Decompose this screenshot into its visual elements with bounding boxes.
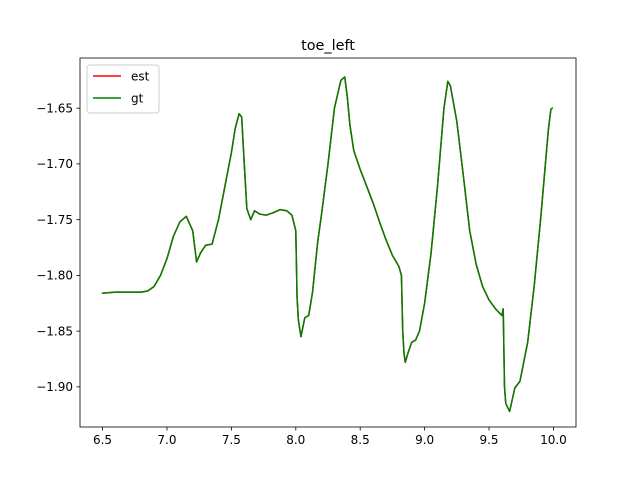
series-layer <box>101 76 554 413</box>
y-tick-label: −1.75 <box>36 213 73 227</box>
chart-title: toe_left <box>301 38 355 54</box>
y-axis: −1.90 −1.85 −1.80 −1.75 −1.70 −1.65 <box>36 101 80 394</box>
x-axis: 6.5 7.0 7.5 8.0 8.5 9.0 9.5 10.0 <box>93 427 567 447</box>
y-tick-label: −1.85 <box>36 324 73 338</box>
x-tick-label: 8.0 <box>286 433 305 447</box>
x-tick-label: 9.0 <box>415 433 434 447</box>
series-line-gt <box>101 76 554 413</box>
legend: est gt <box>86 64 160 114</box>
y-tick-label: −1.90 <box>36 380 73 394</box>
legend-label-gt: gt <box>131 91 144 105</box>
legend-box <box>86 64 160 114</box>
x-tick-label: 7.5 <box>222 433 241 447</box>
x-tick-label: 10.0 <box>540 433 567 447</box>
x-tick-label: 7.0 <box>157 433 176 447</box>
plot-area-frame <box>79 57 577 428</box>
y-tick-label: −1.80 <box>36 269 73 283</box>
x-tick-label: 8.5 <box>351 433 370 447</box>
y-tick-label: −1.70 <box>36 157 73 171</box>
legend-label-est: est <box>131 69 150 83</box>
x-tick-label: 9.5 <box>479 433 498 447</box>
y-tick-label: −1.65 <box>36 101 73 115</box>
x-tick-label: 6.5 <box>93 433 112 447</box>
